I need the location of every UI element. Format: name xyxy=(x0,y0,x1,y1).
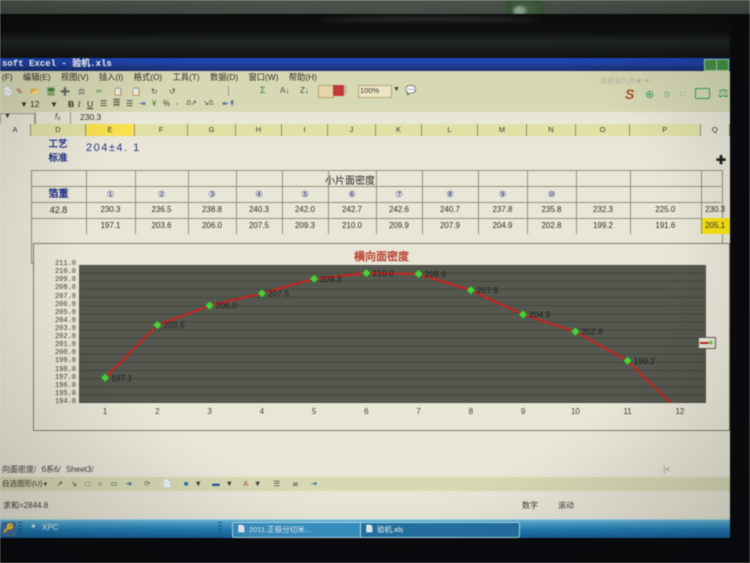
svg-text:206.0: 206.0 xyxy=(216,301,238,311)
svg-text:↻: ↻ xyxy=(151,87,158,96)
svg-text:➕: ➕ xyxy=(60,86,70,96)
svg-text:📂: 📂 xyxy=(30,87,40,96)
svg-text:207.9: 207.9 xyxy=(477,285,499,295)
svg-text:⚖: ⚖ xyxy=(78,87,85,96)
svg-text:📋: 📋 xyxy=(131,86,141,96)
svg-text:199.2: 199.2 xyxy=(634,356,656,366)
svg-text:197.1: 197.1 xyxy=(111,373,133,383)
svg-text:203.6: 203.6 xyxy=(163,320,185,330)
svg-text:✂: ✂ xyxy=(96,87,103,96)
svg-text:210.0: 210.0 xyxy=(372,268,394,278)
svg-text:✎: ✎ xyxy=(16,87,23,96)
svg-text:📄: 📄 xyxy=(3,86,13,96)
svg-text:209.9: 209.9 xyxy=(425,269,447,279)
svg-text:🖥: 🖥 xyxy=(46,87,56,96)
svg-text:📋: 📋 xyxy=(113,86,123,96)
svg-text:202.8: 202.8 xyxy=(581,327,603,337)
svg-text:207.5: 207.5 xyxy=(268,288,290,298)
svg-text:204.9: 204.9 xyxy=(529,310,551,320)
svg-text:↺: ↺ xyxy=(169,87,176,96)
svg-text:209.3: 209.3 xyxy=(320,274,342,284)
